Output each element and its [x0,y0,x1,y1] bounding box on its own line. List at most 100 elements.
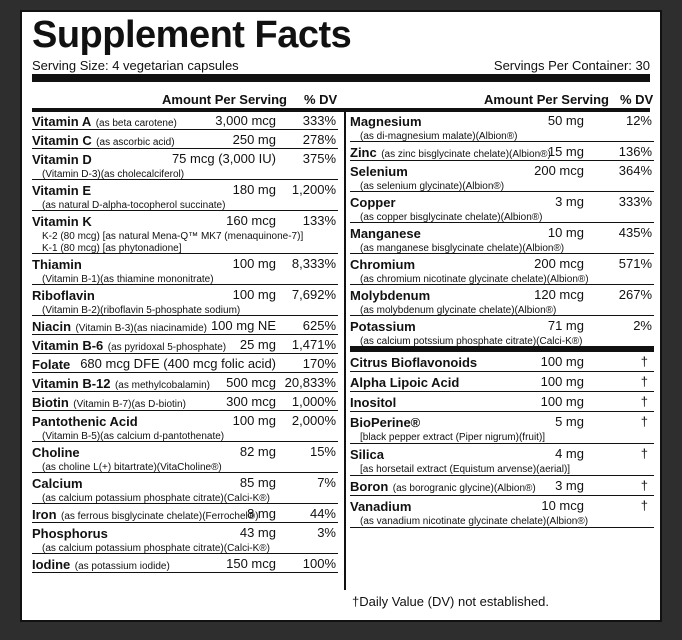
nutrient-name: Thiamin [32,257,82,272]
left-dv-header: % DV [304,92,338,107]
left-amount-header: Amount Per Serving [162,92,287,107]
nutrient-name: Chromium [350,257,415,272]
nutrient-source: (as ascorbic acid) [96,137,175,148]
nutrient-row: Calcium (as calcium potassium phosphate c… [32,473,338,504]
nutrient-row: Iodine (as potassium iodide) 150 mcg 100% [32,554,338,573]
amount-per-serving: 85 mg [239,475,276,490]
nutrient-row: Potassium (as calcium potssium phosphate … [350,316,654,347]
nutrient-row: Citrus Bioflavonoids 100 mg † [350,352,654,372]
daily-value: † [640,498,648,513]
amount-per-serving: 100 mg NE [210,318,276,333]
amount-per-serving: 180 mg [232,182,276,197]
nutrient-row: Vitamin K K-2 (80 mcg) [as natural Mena-Q… [32,211,338,254]
servings-per-container: Servings Per Container: 30 [493,58,650,73]
header-rule [32,108,650,112]
amount-per-serving: 100 mg [232,413,276,428]
nutrient-row: Pantothenic Acid (Vitamin B-5)(as calcium… [32,411,338,442]
nutrient-name: Vitamin D [32,152,92,167]
daily-value: 364% [618,163,652,178]
amount-per-serving: 71 mg [547,318,584,333]
nutrient-name: Potassium [350,319,416,334]
amount-per-serving: 10 mg [547,225,584,240]
amount-per-serving: 5 mg [555,414,584,429]
daily-value: † [640,394,648,409]
daily-value: † [640,478,648,493]
nutrient-name: Copper [350,195,396,210]
amount-per-serving: 43 mg [239,525,276,540]
amount-per-serving: 75 mcg (3,000 IU) [171,151,276,166]
nutrient-name: Citrus Bioflavonoids [350,355,478,370]
amount-per-serving: 10 mcg [541,498,584,513]
nutrient-name: Vitamin B-12 [32,376,111,391]
nutrient-row: Alpha Lipoic Acid 100 mg † [350,372,654,392]
nutrient-name: Zinc [350,145,377,160]
nutrient-row: BioPerine® [black pepper extract (Piper n… [350,412,654,444]
nutrient-source: (as zinc bisglycinate chelate)(Albion®) [381,149,551,160]
nutrient-source-detail: [as horsetail extract (Equistum arvense)… [360,464,571,475]
serving-size: Serving Size: 4 vegetarian capsules [32,58,239,73]
nutrient-row: Vitamin B-6 (as pyridoxal 5-phosphate) 25… [32,335,338,354]
daily-value: 44% [309,506,336,521]
nutrient-source: (as beta carotene) [95,118,177,129]
nutrient-row: Manganese (as manganese bisglycinate chel… [350,223,654,254]
daily-value: 1,471% [291,337,336,352]
nutrient-source-detail: (as calcium potassium phosphate citrate)… [42,543,271,554]
nutrient-source-detail: (Vitamin B-5)(as calcium d-pantothenate) [42,431,225,442]
nutrient-source-detail: [black pepper extract (Piper nigrum)(fru… [360,432,546,443]
nutrient-name: Vitamin A [32,114,92,129]
amount-per-serving: 100 mg [232,256,276,271]
daily-value: 375% [302,151,336,166]
nutrient-source-detail: (as natural D-alpha-tocopherol succinate… [42,200,226,211]
nutrient-source-detail: (as chromium nicotinate glycinate chelat… [360,274,589,285]
nutrient-name: Magnesium [350,114,422,129]
nutrient-source-detail: (as molybdenum glycinate chelate)(Albion… [360,305,557,316]
amount-per-serving: 300 mcg [226,394,276,409]
daily-value: 100% [302,556,336,571]
nutrient-name: Folate [32,357,71,372]
amount-per-serving: 3 mg [555,478,584,493]
nutrient-name: Vitamin K [32,214,92,229]
nutrient-name: Riboflavin [32,288,95,303]
nutrient-name: Phosphorus [32,526,108,541]
amount-per-serving: 50 mg [547,113,584,128]
amount-per-serving: 160 mcg [226,213,276,228]
nutrient-name: Calcium [32,476,83,491]
nutrient-name: Inositol [350,395,397,410]
amount-per-serving: 25 mg [239,337,276,352]
amount-per-serving: 100 mg [232,287,276,302]
nutrient-name: Biotin [32,395,69,410]
daily-value: 3% [317,525,336,540]
daily-value: 8,333% [291,256,336,271]
daily-value: 136% [618,144,652,159]
nutrient-name: Silica [350,447,384,462]
daily-value: 170% [302,356,336,371]
nutrient-row: Vanadium (as vanadium nicotinate glycinat… [350,496,654,528]
nutrient-row: Inositol 100 mg † [350,392,654,412]
panel-title: Supplement Facts [32,14,352,56]
nutrient-row: Boron (as borogranic glycine)(Albion®) 3 … [350,476,654,496]
nutrient-source-detail: (as vanadium nicotinate glycinate chelat… [360,516,589,527]
nutrient-row: Niacin (Vitamin B-3)(as niacinamide) 100 … [32,316,338,335]
daily-value: 2,000% [291,413,336,428]
amount-per-serving: 680 mcg DFE (400 mcg folic acid) [80,356,276,371]
nutrient-row: Vitamin E (as natural D-alpha-tocopherol … [32,180,338,211]
nutrient-source: (Vitamin B-7)(as D-biotin) [73,399,186,410]
amount-per-serving: 250 mg [232,132,276,147]
nutrient-source-detail: (Vitamin B-1)(as thiamine mononitrate) [42,274,214,285]
daily-value: 278% [302,132,336,147]
nutrient-source-detail: (Vitamin B-2)(riboflavin 5-phosphate sod… [42,305,241,316]
daily-value: 1,000% [291,394,336,409]
amount-per-serving: 200 mcg [534,163,584,178]
nutrient-row: Iron (as ferrous bisglycinate chelate)(F… [32,504,338,523]
daily-value: 20,833% [284,375,336,390]
nutrient-row: Phosphorus (as calcium potassium phosphat… [32,523,338,554]
daily-value: 7,692% [291,287,336,302]
nutrient-source-detail: (as manganese bisglycinate chelate)(Albi… [360,243,565,254]
nutrient-row: Molybdenum (as molybdenum glycinate chela… [350,285,654,316]
left-nutrient-list: Vitamin A (as beta carotene) 3,000 mcg 333… [32,111,338,573]
nutrient-name: BioPerine® [350,415,421,430]
daily-value: † [640,414,648,429]
nutrient-name: Vanadium [350,499,412,514]
nutrient-name: Vitamin E [32,183,92,198]
daily-value: 1,200% [291,182,336,197]
